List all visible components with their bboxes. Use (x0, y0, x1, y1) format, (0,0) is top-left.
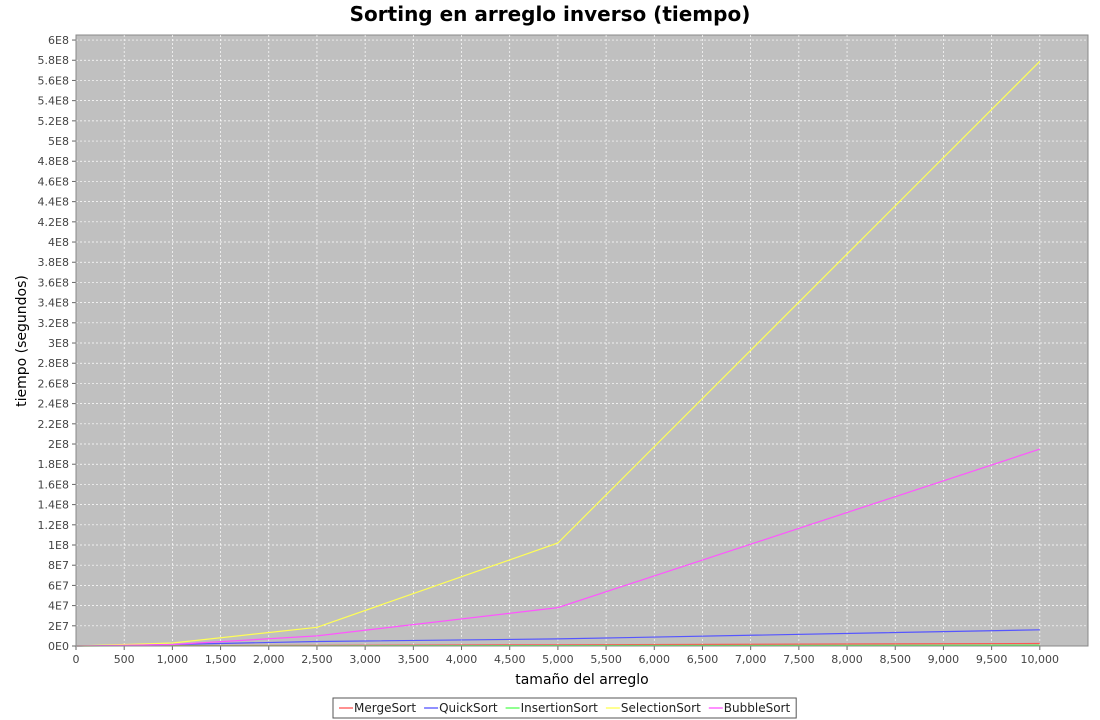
y-tick-label: 3.2E8 (38, 317, 69, 330)
y-tick-label: 4E7 (48, 600, 69, 613)
y-tick-label: 1.6E8 (38, 478, 69, 491)
legend-item-label: SelectionSort (621, 701, 701, 715)
y-tick-label: 4.8E8 (38, 155, 69, 168)
y-tick-label: 8E7 (48, 559, 69, 572)
y-tick-label: 1.8E8 (38, 458, 69, 471)
x-tick-label: 9,500 (976, 653, 1008, 666)
x-tick-label: 5,000 (542, 653, 574, 666)
legend-item-label: MergeSort (354, 701, 416, 715)
y-tick-label: 5.6E8 (38, 74, 69, 87)
y-tick-label: 2.6E8 (38, 377, 69, 390)
y-tick-label: 2.2E8 (38, 418, 69, 431)
y-tick-label: 4.4E8 (38, 196, 69, 209)
x-tick-label: 3,500 (398, 653, 430, 666)
y-tick-label: 4.2E8 (38, 216, 69, 229)
x-tick-label: 7,000 (735, 653, 767, 666)
y-tick-label: 2E8 (48, 438, 69, 451)
axes: 0 500 1,000 1,500 2,000 2,500 3,000 3,500 4,000 4… (38, 34, 1088, 666)
y-tick-label: 2E7 (48, 620, 69, 633)
x-tick-label: 6,000 (639, 653, 671, 666)
x-tick-label: 6,500 (687, 653, 719, 666)
x-tick-label: 500 (114, 653, 135, 666)
legend-item-label: BubbleSort (724, 701, 791, 715)
y-tick-label: 3.8E8 (38, 256, 69, 269)
y-tick-label: 2.4E8 (38, 398, 69, 411)
y-tick-label: 3.6E8 (38, 276, 69, 289)
series-line-selectionsort (76, 60, 1041, 647)
x-tick-label: 1,500 (205, 653, 237, 666)
x-tick-label: 9,000 (928, 653, 960, 666)
y-tick-label: 1.4E8 (38, 499, 69, 512)
x-tick-label: 1,000 (157, 653, 189, 666)
y-tick-label: 6E8 (48, 34, 69, 47)
x-tick-label: 10,000 (1021, 653, 1060, 666)
y-tick-label: 4E8 (48, 236, 69, 249)
plot-area (75, 34, 1089, 647)
x-tick-label: 2,500 (301, 653, 333, 666)
y-tick-label: 1E8 (48, 539, 69, 552)
x-tick-label: 0 (73, 653, 80, 666)
y-tick-label: 3E8 (48, 337, 69, 350)
x-axis-title: tamaño del arreglo (515, 672, 649, 688)
y-tick-label: 3.4E8 (38, 297, 69, 310)
legend-item-label: InsertionSort (521, 701, 599, 715)
y-tick-label: 0E0 (48, 640, 69, 653)
x-tick-label: 8,000 (831, 653, 863, 666)
y-tick-label: 6E7 (48, 579, 69, 592)
y-tick-label: 5E8 (48, 135, 69, 148)
legend: MergeSort QuickSort InsertionSort Selection… (332, 697, 797, 719)
y-tick-label: 5.8E8 (38, 54, 69, 67)
y-tick-label: 4.6E8 (38, 175, 69, 188)
legend-item-label: QuickSort (439, 701, 498, 715)
y-tick-label: 2.8E8 (38, 357, 69, 370)
y-tick-label: 5.4E8 (38, 95, 69, 108)
legend-box (332, 697, 797, 719)
y-axis-title: tiempo (segundos) (14, 275, 30, 407)
x-tick-label: 5,500 (590, 653, 622, 666)
x-tick-label: 3,000 (349, 653, 381, 666)
y-tick-label: 5.2E8 (38, 115, 69, 128)
series-line-bubblesort (76, 448, 1040, 647)
x-tick-label: 7,500 (783, 653, 815, 666)
y-tick-label: 1.2E8 (38, 519, 69, 532)
x-tick-label: 8,500 (879, 653, 911, 666)
x-tick-label: 4,500 (494, 653, 526, 666)
x-tick-label: 2,000 (253, 653, 285, 666)
x-tick-label: 4,000 (446, 653, 478, 666)
chart-title: Sorting en arreglo inverso (tiempo) (350, 2, 751, 26)
grid (76, 35, 1088, 647)
